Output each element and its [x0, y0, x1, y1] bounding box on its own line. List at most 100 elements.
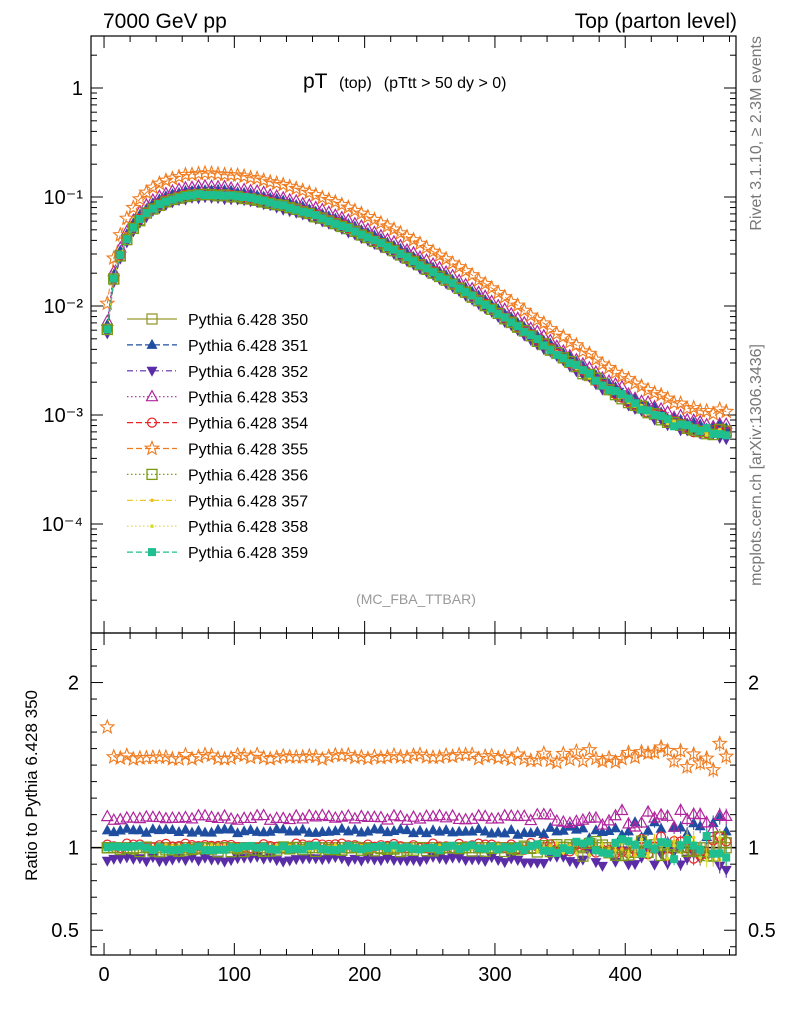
data-point — [140, 207, 153, 219]
ratio-point — [357, 845, 366, 854]
data-point — [494, 309, 503, 318]
ratio-point — [346, 748, 363, 765]
ratio-point — [522, 752, 539, 768]
ratio-point — [284, 856, 296, 867]
ratio-point — [101, 856, 113, 867]
ratio-point — [722, 853, 731, 862]
data-point — [181, 191, 190, 200]
ratio-point — [621, 816, 636, 829]
ratio-point — [479, 857, 491, 868]
data-point — [155, 200, 164, 209]
data-point — [665, 394, 683, 410]
data-point — [103, 325, 112, 334]
ratio-point — [688, 817, 700, 828]
ratio-point — [539, 846, 548, 855]
ratio-point — [455, 844, 464, 853]
legend-entry: Pythia 6.428 350 — [127, 312, 308, 329]
data-point — [720, 421, 732, 432]
ratio-point — [320, 747, 337, 764]
ratio-point — [140, 826, 152, 837]
y-tick-label: 10⁻¹ — [44, 187, 84, 209]
ratio-point — [400, 813, 414, 825]
ratio-point — [99, 718, 116, 735]
header-right: Top (parton level) — [575, 10, 737, 33]
y-tick-label: 1 — [72, 78, 83, 100]
ratio-point — [179, 856, 191, 867]
ratio-point — [207, 846, 216, 855]
ratio-point — [224, 811, 238, 824]
ratio-point — [122, 842, 131, 851]
ratio-point — [552, 848, 561, 857]
ratio-point — [544, 821, 556, 832]
ratio-point — [285, 845, 294, 854]
y-tick-label: 10⁻⁴ — [42, 514, 83, 536]
ratio-point — [147, 823, 159, 834]
side-text-bottom: mcplots.cern.ch [arXiv:1306.3436] — [748, 344, 765, 586]
ratio-point — [139, 809, 153, 822]
data-point — [218, 179, 232, 192]
data-point — [626, 374, 644, 391]
series-line — [106, 185, 727, 428]
analysis-tag: (MC_FBA_TTBAR) — [356, 591, 476, 607]
ratio-point — [538, 828, 550, 839]
ratio-point — [705, 761, 722, 777]
data-point — [289, 193, 303, 206]
ratio-point — [311, 841, 320, 850]
x-tick-label: 300 — [478, 964, 511, 986]
legend-entry: Pythia 6.428 351 — [127, 338, 308, 355]
ratio-point — [694, 820, 706, 831]
ratio-point — [177, 746, 194, 762]
ratio-point — [533, 840, 542, 849]
ratio-point — [181, 843, 190, 852]
ratio-point — [405, 746, 422, 763]
x-tick-label: 400 — [609, 964, 642, 986]
ratio-point — [168, 846, 177, 855]
ratio-point — [498, 808, 512, 821]
data-point — [539, 341, 548, 350]
ratio-point — [375, 823, 387, 834]
ratio-point — [389, 841, 398, 850]
legend-label: Pythia 6.428 353 — [188, 390, 308, 407]
y-tick-label: 1 — [68, 838, 79, 860]
y-tick-label: 2 — [68, 673, 79, 695]
ratio-plot-frame — [90, 632, 737, 956]
ratio-point — [135, 841, 144, 850]
ratio-point — [420, 809, 434, 821]
series-355 — [99, 164, 735, 421]
ratio-point — [191, 808, 206, 821]
ratio-point — [615, 803, 629, 816]
ratio-point — [538, 859, 550, 870]
data-point — [142, 209, 151, 218]
ratio-point — [487, 842, 496, 851]
ratio-point — [446, 808, 460, 821]
data-point — [392, 224, 409, 241]
plot-title-main: pT — [303, 70, 328, 93]
ratio-point — [206, 826, 218, 837]
ratio-point — [692, 754, 709, 771]
ratio-point — [323, 854, 335, 865]
legend-entry: Pythia 6.428 353 — [127, 389, 308, 407]
y-tick-label: 10⁻² — [44, 296, 84, 318]
data-point — [644, 406, 653, 415]
ratio-point — [676, 841, 685, 850]
legend-entry: Pythia 6.428 352 — [127, 364, 308, 381]
ratio-point — [107, 813, 121, 825]
ratio-point — [305, 842, 314, 851]
ratio-point — [513, 842, 522, 851]
legend-entry: Pythia 6.428 354 — [127, 416, 308, 433]
ratio-point — [665, 752, 683, 769]
data-point — [652, 386, 670, 402]
ratio-point — [500, 843, 509, 852]
data-point — [279, 201, 288, 210]
data-point — [227, 191, 236, 200]
legend-marker — [146, 338, 158, 349]
x-tick-label: 100 — [218, 964, 251, 986]
ratio-point — [492, 826, 504, 837]
ratio-point — [507, 844, 516, 853]
data-point — [337, 222, 346, 231]
legend-label: Pythia 6.428 352 — [188, 364, 308, 381]
ratio-point — [120, 810, 134, 823]
ratio-point — [713, 808, 727, 821]
ratio-point — [511, 809, 525, 822]
ratio-point — [340, 746, 357, 762]
